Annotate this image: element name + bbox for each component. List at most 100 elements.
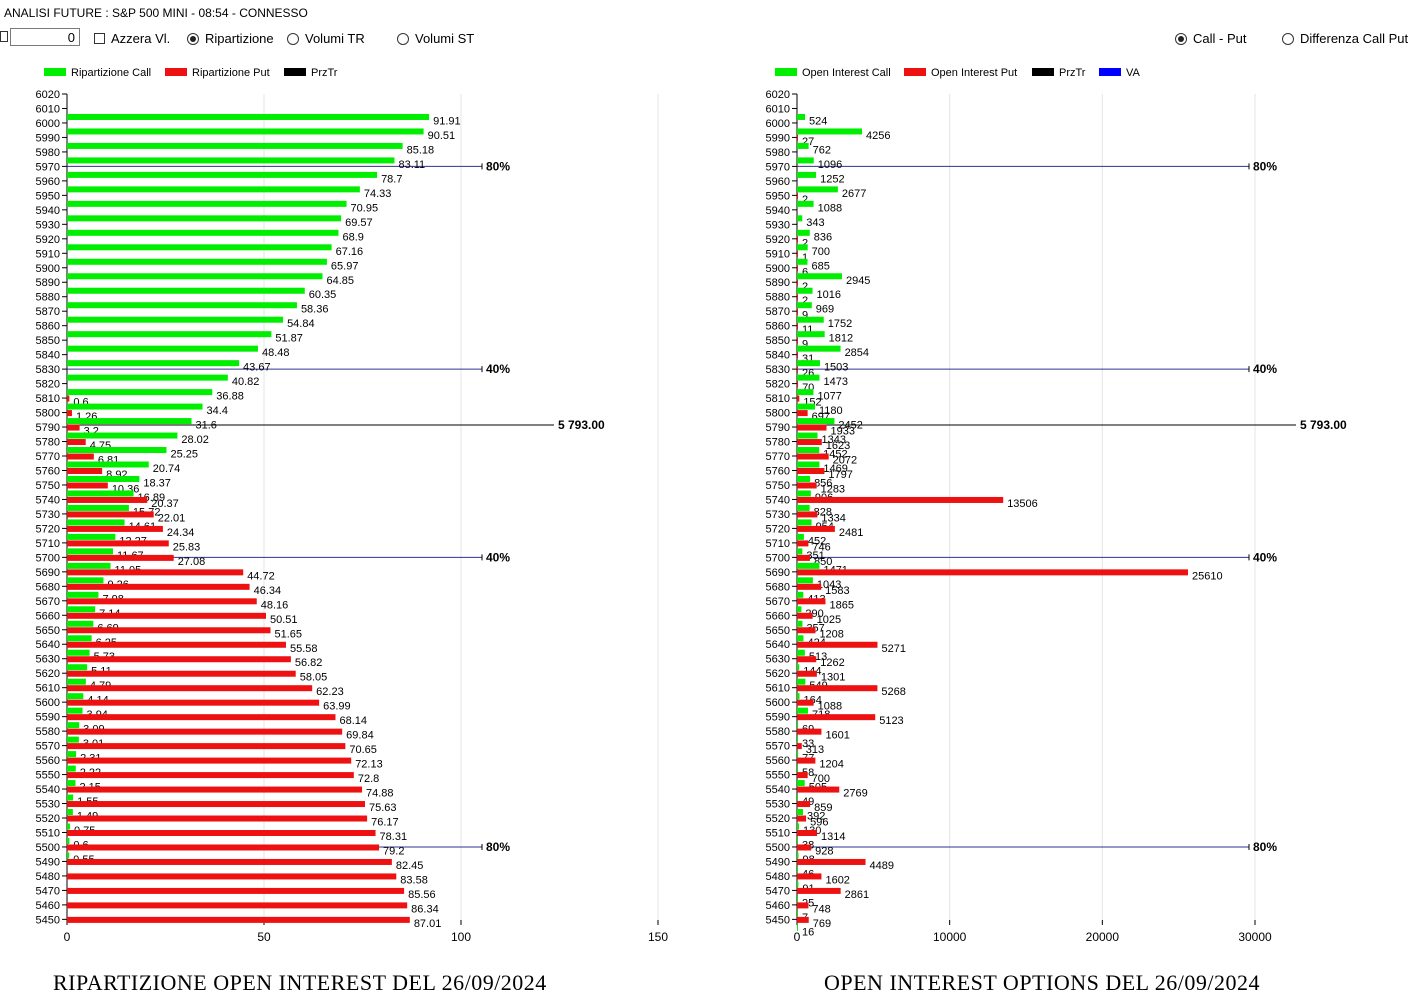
right-put-bar [797,337,798,344]
right-call-value-label: 828 [814,506,832,518]
right-put-bar [797,511,818,518]
left-y-tick-label: 5450 [36,914,60,926]
right-call-value-label: 351 [806,550,824,562]
right-put-bar [797,569,1188,576]
right-call-bar [797,461,820,468]
left-y-tick-label: 5900 [36,263,60,275]
right-call-bar [797,664,800,671]
right-put-bar [797,858,866,865]
right-put-value-label: 2 [802,295,808,307]
left-call-bar [67,186,360,193]
left-call-bar [67,287,305,294]
right-legend-label-3: VA [1126,67,1141,79]
left-call-value-label: 48.48 [262,347,290,359]
left-price-label: 5 793.00 [558,418,605,432]
radio-ripartizione[interactable]: Ripartizione [187,31,274,46]
left-call-bar [67,273,323,280]
right-call-bar [797,678,806,685]
right-y-tick-label: 5940 [766,205,790,217]
right-put-bar [797,381,799,388]
azzera-checkbox-box[interactable] [94,33,105,44]
left-y-tick-label: 5640 [36,639,60,651]
right-call-value-label: 1252 [820,173,844,185]
left-y-tick-label: 5760 [36,465,60,477]
left-put-bar [67,670,296,677]
radio-ripartizione-dot[interactable] [187,32,199,45]
left-put-value-label: 70.65 [349,744,377,756]
left-put-bar [67,772,354,779]
right-put-bar [797,525,835,532]
left-x-tick-label: 150 [648,930,668,944]
right-put-bar [797,250,798,257]
radio-call-put[interactable]: Call - Put [1175,31,1246,46]
left-put-bar [67,743,346,750]
left-call-bar [67,113,430,120]
right-call-bar [797,635,804,642]
right-y-tick-label: 5660 [766,610,790,622]
radio-differenza-dot[interactable] [1282,32,1294,45]
right-call-value-label: 1016 [817,289,841,301]
radio-call-put-dot[interactable] [1175,32,1187,45]
right-put-bar [797,699,814,706]
left-call-value-label: 18.37 [143,477,171,489]
radio-volumi-st[interactable]: Volumi ST [397,31,474,46]
left-call-bar [67,142,403,149]
left-call-bar [67,823,70,830]
right-put-value-label: 2481 [839,527,863,539]
right-y-tick-label: 6000 [766,118,790,130]
azzera-checkbox[interactable]: Azzera Vl. [94,31,170,46]
right-put-bar [797,352,798,359]
right-put-value-label: 1262 [820,657,844,669]
right-y-tick-label: 5960 [766,176,790,188]
left-y-tick-label: 5570 [36,741,60,753]
right-call-bar [797,794,798,801]
radio-volumi-tr[interactable]: Volumi TR [287,31,365,46]
checkbox-box[interactable] [0,31,8,42]
left-call-value-label: 51.87 [275,333,303,345]
right-call-value-label: 452 [808,535,826,547]
left-y-tick-label: 5480 [36,871,60,883]
right-put-value-label: 2 [802,281,808,293]
right-put-bar [797,612,813,619]
right-call-bar [797,562,820,569]
hidden-checkbox[interactable] [0,31,8,42]
right-put-value-label: 5268 [881,686,905,698]
right-put-bar [797,308,798,315]
right-call-bar [797,620,803,627]
left-y-tick-label: 5800 [36,408,60,420]
right-put-value-label: 2072 [833,455,857,467]
right-y-tick-label: 5560 [766,755,790,767]
right-put-value-label: 2 [802,237,808,249]
right-call-value-label: 1096 [818,159,842,171]
left-call-bar [67,157,395,164]
left-call-value-label: 64.85 [327,275,355,287]
left-call-value-label: 78.7 [381,173,402,185]
radio-volumi-tr-dot[interactable] [287,32,299,45]
right-call-bar [797,215,803,222]
left-legend-swatch-1 [165,68,187,76]
left-put-bar [67,685,313,692]
radio-call-put-label: Call - Put [1193,31,1247,46]
value-input[interactable] [10,28,80,46]
left-percent-label: 40% [486,362,510,376]
right-y-tick-label: 5890 [766,277,790,289]
left-put-bar [67,858,392,865]
right-y-tick-label: 5510 [766,827,790,839]
right-call-bar [797,113,805,120]
left-put-bar [67,496,148,503]
radio-volumi-st-dot[interactable] [397,32,409,45]
left-y-tick-label: 5730 [36,509,60,521]
left-call-value-label: 43.67 [243,362,271,374]
right-y-tick-label: 5900 [766,263,790,275]
left-call-bar [67,722,80,729]
left-y-tick-label: 5930 [36,219,60,231]
right-call-bar [797,490,811,497]
right-put-value-label: 1301 [821,672,845,684]
right-call-bar [797,649,805,656]
left-put-value-label: 83.58 [400,874,428,886]
radio-differenza-call-put[interactable]: Differenza Call Put [1282,31,1408,46]
right-put-bar [797,583,822,590]
right-call-value-label: 524 [809,115,827,127]
left-call-value-label: 31.6 [196,420,217,432]
left-call-value-label: 40.82 [232,376,260,388]
